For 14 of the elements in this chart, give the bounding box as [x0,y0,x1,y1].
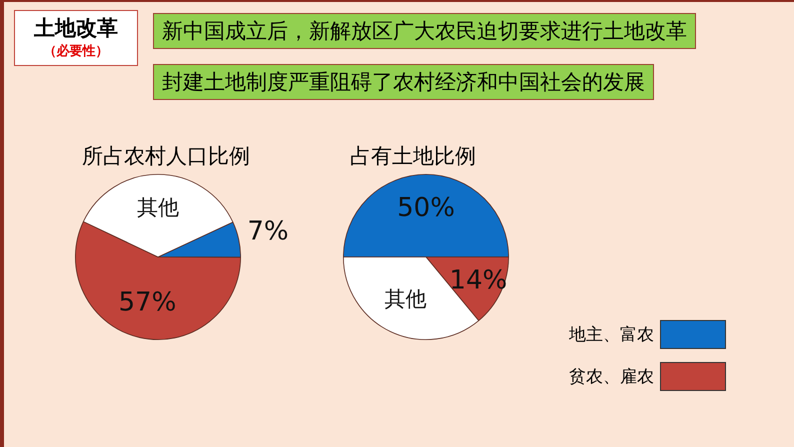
text: 土地改革 [33,15,119,42]
data-label: 50% [397,192,455,223]
legend-label: 贫农、雇农 [569,366,654,388]
data-label: 7% [247,216,289,247]
chart-title: 所占农村人口比例 [82,143,250,170]
text: 新中国成立后，新解放区广大农民迫切要求进行土地改革 [153,13,696,49]
legend-label: 地主、富农 [569,324,654,346]
text: 封建土地制度严重阻碍了农村经济和中国社会的发展 [153,64,654,100]
slice-label: 其他 [384,286,427,311]
chart-title: 占有土地比例 [350,143,476,170]
slice-label: 其他 [137,196,180,220]
data-label: 14% [449,265,508,296]
data-label: 57% [118,287,176,318]
text: （必要性） [42,42,110,60]
